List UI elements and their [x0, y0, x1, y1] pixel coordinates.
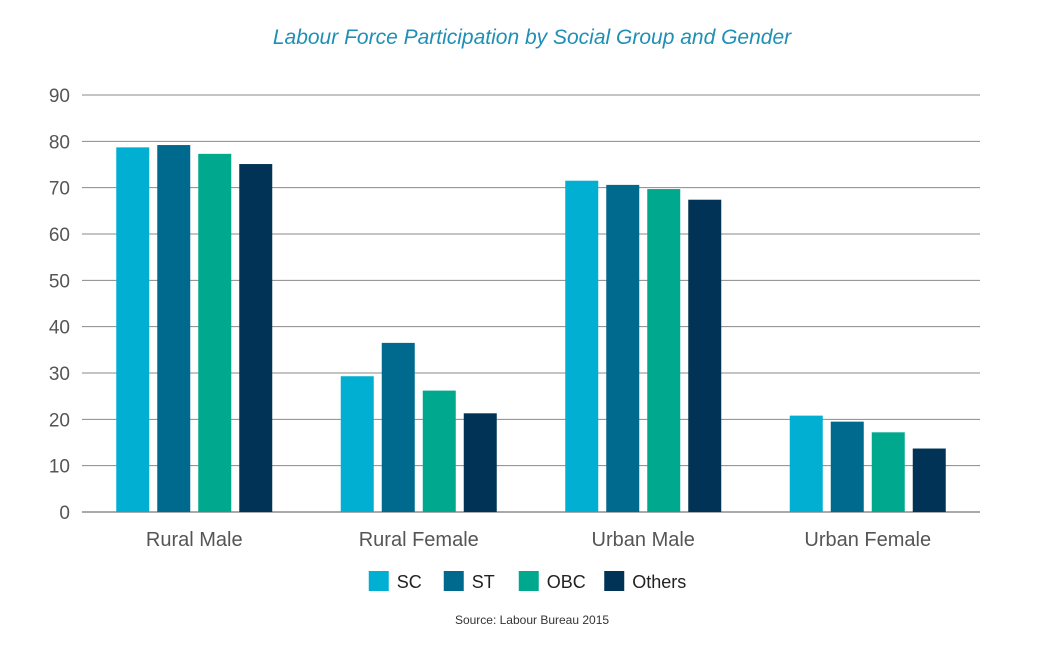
bar-others [239, 164, 273, 512]
y-tick-label: 0 [59, 503, 70, 524]
bar-others [912, 448, 946, 512]
x-category-label: Urban Female [804, 529, 931, 551]
legend-label-sc: SC [397, 572, 422, 592]
bar-st [606, 184, 640, 513]
legend-label-obc: OBC [547, 572, 586, 592]
bar-sc [565, 180, 599, 512]
bar-obc [871, 432, 905, 512]
bar-sc [340, 376, 374, 512]
y-tick-label: 80 [49, 132, 70, 153]
y-tick-label: 20 [49, 410, 70, 431]
bar-st [157, 145, 191, 513]
legend-swatch-sc [368, 571, 389, 591]
bar-others [688, 199, 722, 513]
bars [116, 145, 946, 513]
y-tick-label: 50 [49, 271, 70, 292]
bar-obc [198, 153, 232, 513]
bar-st [381, 342, 415, 512]
gridlines [82, 94, 980, 513]
legend-swatch-st [443, 571, 464, 591]
axes: 0 10 20 30 40 50 60 70 80 90 Rural Male Rural Femal… [49, 86, 931, 551]
bar-others [463, 413, 497, 512]
bar-sc [116, 147, 150, 512]
legend: SC ST OBC Others [368, 571, 686, 592]
x-category-label: Rural Male [146, 529, 243, 551]
y-tick-label: 40 [49, 318, 70, 339]
y-tick-label: 90 [49, 86, 70, 107]
source-note: Source: Labour Bureau 2015 [454, 613, 610, 627]
x-category-label: Rural Female [359, 529, 479, 551]
legend-label-others: Others [632, 572, 686, 592]
bar-st [830, 421, 864, 512]
y-tick-label: 10 [49, 457, 70, 478]
legend-swatch-obc [518, 571, 539, 591]
legend-label-st: ST [472, 572, 495, 592]
legend-swatch-others [604, 571, 625, 591]
y-tick-label: 70 [49, 179, 70, 200]
y-tick-label: 60 [49, 225, 70, 246]
bar-obc [422, 390, 456, 512]
bar-sc [789, 415, 823, 512]
chart-title: Labour Force Participation by Social Gro… [272, 26, 792, 49]
y-tick-label: 30 [49, 364, 70, 385]
bar-obc [647, 189, 681, 512]
x-category-label: Urban Male [592, 529, 695, 551]
